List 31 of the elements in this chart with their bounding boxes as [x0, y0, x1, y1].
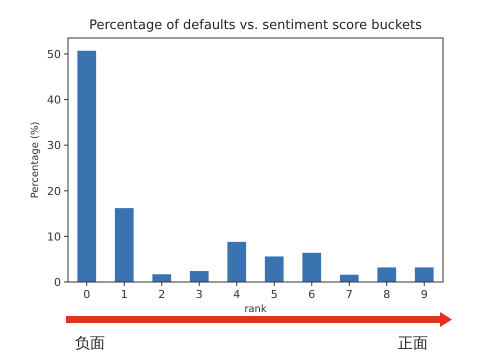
bar	[227, 242, 246, 282]
y-tick-label: 0	[54, 276, 61, 289]
bar	[152, 274, 172, 282]
y-tick-label: 10	[47, 230, 61, 244]
text: 负面	[75, 334, 105, 352]
y-axis-title: Percentage (%)	[30, 122, 41, 198]
x-tick-label: 8	[383, 288, 390, 301]
text: 正面	[398, 334, 428, 352]
bar	[264, 256, 284, 282]
x-tick-label: 6	[308, 288, 316, 301]
x-tick-label: 7	[346, 288, 353, 301]
bar	[377, 267, 396, 282]
y-tick-label: 50	[47, 48, 61, 61]
bar	[77, 50, 96, 282]
x-tick-label: 3	[196, 288, 203, 301]
bar	[114, 208, 134, 282]
bar	[414, 267, 434, 282]
x-tick-label: 4	[233, 288, 240, 301]
x-tick-label: 2	[158, 288, 166, 301]
bar	[340, 274, 359, 282]
y-tick-label: 30	[47, 139, 61, 152]
y-tick-label: 20	[47, 184, 61, 198]
bar	[190, 271, 209, 282]
x-tick-label: 9	[420, 288, 428, 301]
x-axis-title: rank	[244, 304, 267, 315]
x-tick-label: 1	[120, 288, 128, 301]
bar	[302, 252, 322, 282]
x-tick-label: 0	[83, 288, 90, 301]
chart-title: Percentage of defaults vs. sentiment score buckets	[89, 18, 422, 33]
x-tick-label: 5	[270, 288, 278, 301]
y-tick-label: 40	[47, 94, 61, 107]
